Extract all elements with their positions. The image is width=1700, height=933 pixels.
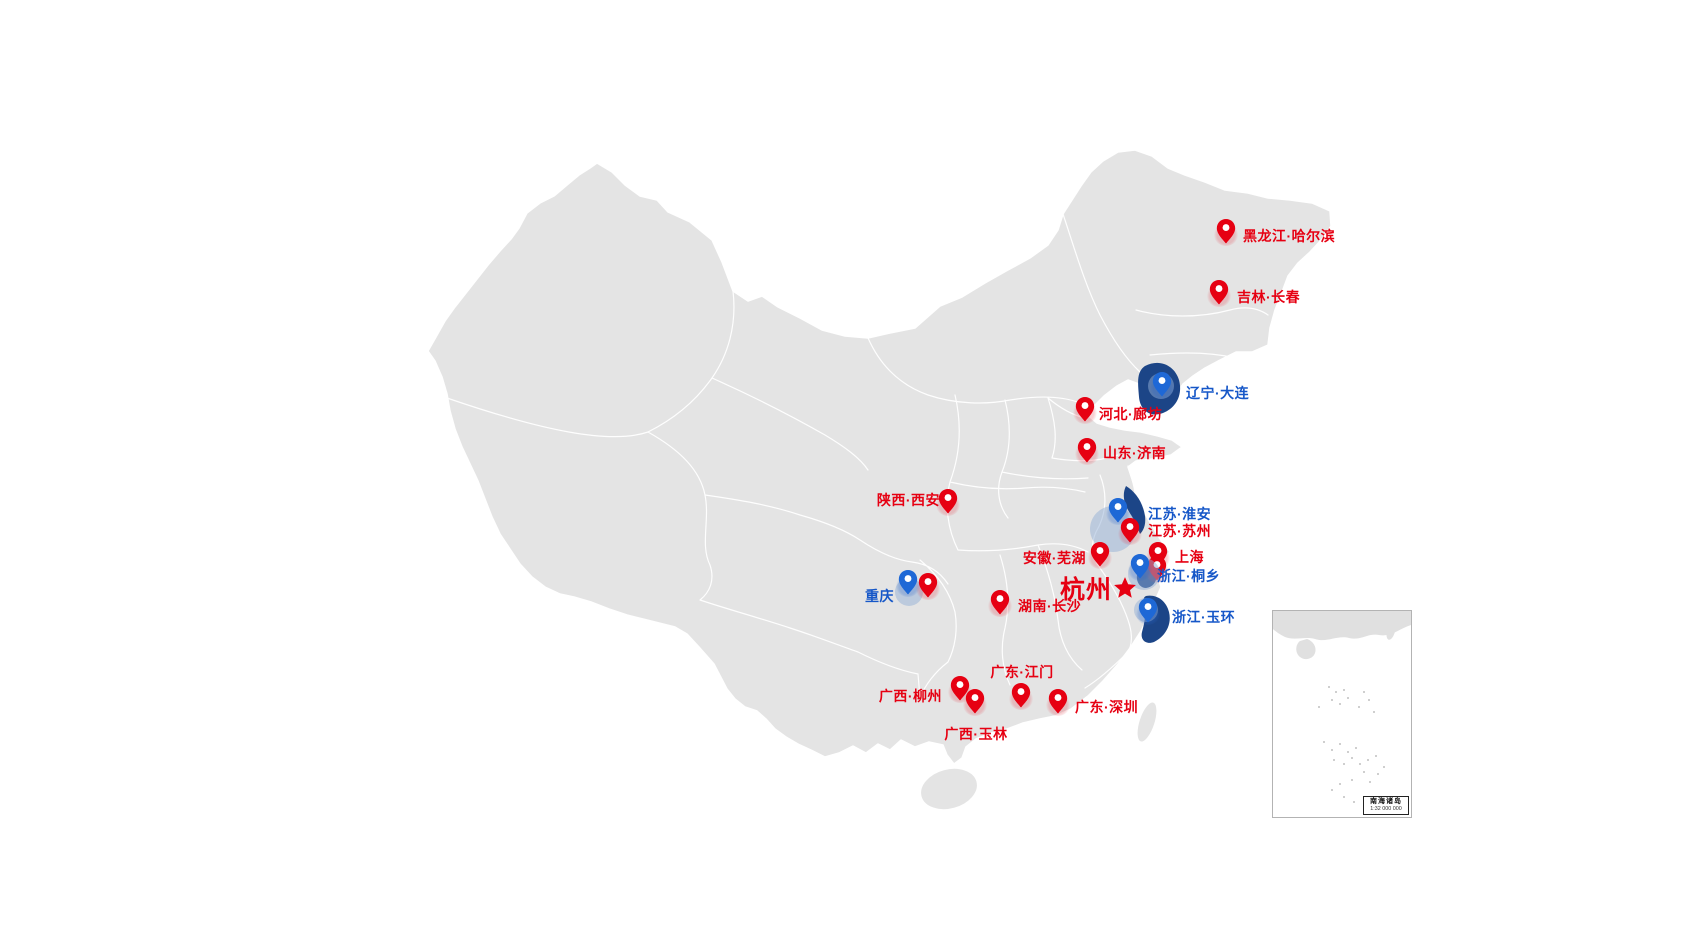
location-label: 陕西·西安 (876, 492, 940, 508)
location-label: 上海 (1175, 549, 1204, 565)
map-pin-red-icon[interactable] (918, 572, 938, 599)
location-label: 广东·江门 (990, 664, 1054, 680)
map-pin-red-icon[interactable] (1011, 682, 1031, 709)
location-label: 广东·深圳 (1075, 699, 1139, 715)
hainan-island (919, 767, 979, 811)
map-pin-red-icon[interactable] (950, 675, 970, 702)
map-pin-blue-icon[interactable] (1130, 553, 1150, 580)
map-pin-red-icon[interactable] (1090, 541, 1110, 568)
map-pin-red-icon[interactable] (1077, 437, 1097, 464)
map-pin-blue-icon[interactable] (898, 569, 918, 596)
map-pin-red-icon[interactable] (965, 688, 985, 715)
location-label: 江苏·淮安 (1148, 506, 1212, 522)
location-label: 广西·柳州 (878, 688, 942, 704)
map-pin-blue-icon[interactable] (1138, 597, 1158, 624)
location-label: 吉林·长春 (1237, 289, 1301, 305)
inset-scale: 1:32 000 000 (1370, 806, 1402, 812)
inset-title: 南海诸岛 (1370, 798, 1402, 805)
location-label: 山东·济南 (1103, 445, 1167, 461)
map-pin-red-icon[interactable] (1048, 688, 1068, 715)
highlight-region-huaian (1123, 486, 1146, 534)
headquarters-star-icon (1113, 576, 1137, 600)
headquarters-label: 杭州 (1059, 576, 1112, 604)
location-label: 河北·廊坊 (1099, 406, 1163, 422)
map-pin-red-icon[interactable] (990, 589, 1010, 616)
map-pin-blue-icon[interactable] (1108, 497, 1128, 524)
location-label: 浙江·玉环 (1172, 609, 1236, 625)
map-pin-red-icon[interactable] (1209, 279, 1229, 306)
inset-label-box: 南海诸岛 1:32 000 000 (1363, 796, 1409, 815)
location-label: 重庆 (865, 588, 894, 604)
inset-map-graphic (1273, 611, 1411, 803)
location-label: 浙江·桐乡 (1157, 568, 1221, 584)
map-pin-red-icon[interactable] (1216, 218, 1236, 245)
map-pin-blue-icon[interactable] (1152, 371, 1172, 398)
map-pin-red-icon[interactable] (938, 488, 958, 515)
location-label: 湖南·长沙 (1018, 598, 1082, 614)
map-pin-red-icon[interactable] (1120, 517, 1140, 544)
location-label: 广西·玉林 (944, 726, 1008, 742)
location-label: 江苏·苏州 (1148, 523, 1212, 539)
map-pin-red-icon[interactable] (1075, 396, 1095, 423)
location-label: 黑龙江·哈尔滨 (1243, 228, 1336, 244)
south-china-sea-inset: 南海诸岛 1:32 000 000 (1272, 610, 1412, 818)
taiwan-island (1136, 701, 1158, 743)
mainland-shape (427, 149, 1332, 765)
location-label: 安徽·芜湖 (1022, 550, 1086, 566)
location-label: 辽宁·大连 (1186, 385, 1250, 401)
